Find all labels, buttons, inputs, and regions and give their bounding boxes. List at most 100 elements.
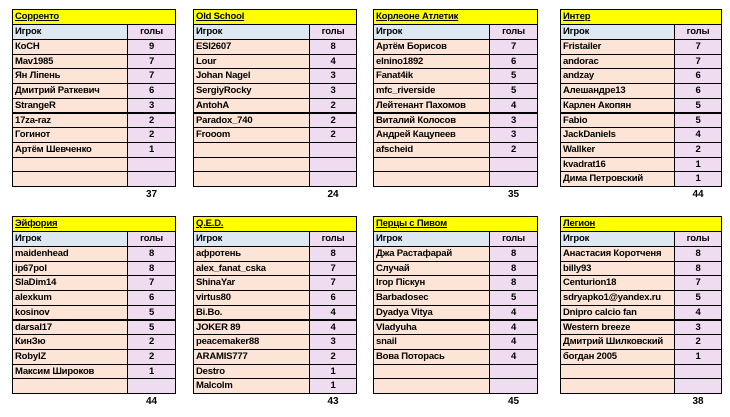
- player-goals: [489, 363, 538, 380]
- player-goals: 6: [309, 290, 357, 306]
- player-name: Карлен Акопян: [560, 97, 675, 114]
- player-name: [193, 141, 310, 158]
- player-name: Гогинот: [12, 127, 128, 143]
- player-goals: 4: [674, 304, 722, 321]
- player-goals: [489, 156, 538, 173]
- player-name: andzay: [560, 68, 675, 85]
- player-name: RobyIZ: [12, 348, 128, 365]
- player-goals: 1: [309, 363, 357, 380]
- player-name: Случай: [373, 260, 490, 277]
- player-goals: 8: [127, 260, 176, 277]
- player-name: alexkum: [12, 290, 128, 306]
- player-name: ESI2607: [193, 39, 310, 55]
- player-goals: 2: [309, 97, 357, 114]
- header-player: Игрок: [560, 231, 675, 247]
- player-name: Dnipro calcio fan: [560, 304, 675, 321]
- player-name: JOKER 89: [193, 319, 310, 336]
- player-goals: 1: [674, 348, 722, 365]
- player-name: Johan Nagel: [193, 68, 310, 85]
- player-name: JackDaniels: [560, 127, 675, 143]
- header-player: Игрок: [560, 24, 675, 40]
- player-name: sdryapko1@yandex.ru: [560, 290, 675, 306]
- team-total: 44: [692, 189, 704, 200]
- player-goals: 7: [127, 275, 176, 292]
- player-name: КинЗю: [12, 334, 128, 350]
- player-goals: 5: [489, 290, 538, 306]
- team-total: 37: [145, 189, 158, 200]
- player-name: Bi.Bo.: [193, 304, 310, 321]
- player-goals: 8: [127, 246, 176, 262]
- player-goals: 7: [309, 275, 357, 292]
- player-goals: 4: [489, 319, 538, 336]
- team-total: 45: [507, 396, 520, 407]
- player-name: Dyadya Vitya: [373, 304, 490, 321]
- player-name: afscheid: [373, 141, 490, 158]
- player-name: Frooom: [193, 127, 310, 143]
- player-name: [193, 156, 310, 173]
- player-goals: 5: [674, 97, 722, 114]
- player-goals: [489, 171, 538, 187]
- player-name: StrangeR: [12, 97, 128, 114]
- player-goals: 3: [127, 97, 176, 114]
- player-goals: 4: [489, 348, 538, 365]
- player-goals: 4: [309, 319, 357, 336]
- player-name: богдан 2005: [560, 348, 675, 365]
- player-goals: 7: [674, 53, 722, 70]
- table-title: Корлеоне Атлетик: [373, 9, 538, 25]
- player-goals: [674, 363, 722, 380]
- player-goals: 4: [309, 304, 357, 321]
- player-goals: 2: [489, 141, 538, 158]
- player-name: ip67pol: [12, 260, 128, 277]
- player-goals: 1: [674, 156, 722, 173]
- player-name: [12, 156, 128, 173]
- player-goals: 7: [127, 53, 176, 70]
- player-name: [193, 171, 310, 187]
- header-goals: голы: [127, 231, 176, 247]
- player-name: Дмитрий Шилковский: [560, 334, 675, 350]
- player-name: КоСН: [12, 39, 128, 55]
- player-goals: [309, 171, 357, 187]
- player-name: Centurion18: [560, 275, 675, 292]
- player-goals: 5: [674, 112, 722, 129]
- player-name: SergiyRocky: [193, 83, 310, 99]
- player-name: [12, 171, 128, 187]
- player-goals: 5: [127, 319, 176, 336]
- player-goals: [127, 378, 176, 394]
- player-goals: 2: [309, 112, 357, 129]
- player-name: Mav1985: [12, 53, 128, 70]
- player-goals: 3: [489, 112, 538, 129]
- player-goals: [127, 156, 176, 173]
- header-player: Игрок: [12, 24, 128, 40]
- player-goals: 4: [489, 304, 538, 321]
- player-goals: 7: [127, 68, 176, 85]
- player-goals: 6: [674, 83, 722, 99]
- player-name: Barbadosec: [373, 290, 490, 306]
- header-player: Игрок: [193, 24, 310, 40]
- header-goals: голы: [309, 231, 357, 247]
- player-name: mfc_riverside: [373, 83, 490, 99]
- player-goals: 6: [489, 53, 538, 70]
- player-goals: 7: [674, 39, 722, 55]
- player-goals: 5: [489, 83, 538, 99]
- player-name: snail: [373, 334, 490, 350]
- player-name: Дмитрий Раткевич: [12, 83, 128, 99]
- header-goals: голы: [127, 24, 176, 40]
- header-goals: голы: [489, 24, 538, 40]
- player-name: AntohA: [193, 97, 310, 114]
- player-goals: 2: [127, 112, 176, 129]
- table-title: Сорренто: [12, 9, 176, 25]
- player-goals: 8: [309, 39, 357, 55]
- player-name: Destro: [193, 363, 310, 380]
- player-goals: 3: [489, 127, 538, 143]
- player-name: elnino1892: [373, 53, 490, 70]
- player-name: andorac: [560, 53, 675, 70]
- player-name: 17za-raz: [12, 112, 128, 129]
- player-name: darsal17: [12, 319, 128, 336]
- player-goals: 2: [309, 348, 357, 365]
- player-name: Ян Ліпень: [12, 68, 128, 85]
- player-goals: 3: [674, 319, 722, 336]
- player-name: Лейтенант Пахомов: [373, 97, 490, 114]
- player-name: афротень: [193, 246, 310, 262]
- table-title: Q.E.D.: [193, 216, 357, 232]
